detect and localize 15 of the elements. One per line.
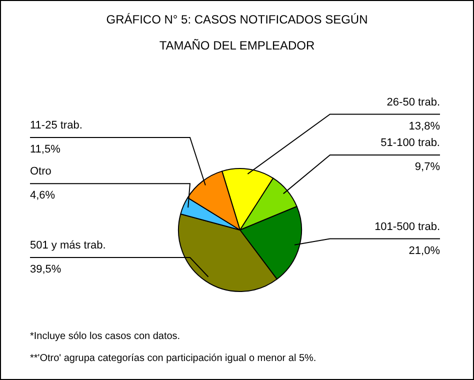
data-label: 11,5%: [30, 144, 61, 156]
data-label: 13,8%: [408, 120, 440, 132]
slice-label: 51-100 trab.: [380, 137, 440, 150]
slice-label: Otro: [30, 166, 52, 178]
data-label: 21,0%: [408, 244, 440, 257]
slice-label: 101-500 trab.: [374, 220, 440, 233]
slice-label: 26-50 trab.: [386, 96, 440, 108]
data-label: 39,5%: [30, 264, 62, 276]
slice-label: 501 y más trab.: [30, 240, 106, 252]
slice-label: 11-25 trab.: [30, 120, 82, 132]
chart-title: GRÁFICO N° 5: CASOS NOTIFICADOS SEGÚN TAMAÑO DEL EMPLEADOR: [106, 12, 368, 52]
data-label: 4,6%: [30, 190, 56, 202]
text: *Incluye sólo los casos con datos.: [30, 330, 180, 342]
data-label: 9,7%: [414, 161, 440, 174]
text: **'Otro' agrupa categorías con participación igual o menor al 5%.: [30, 352, 316, 364]
